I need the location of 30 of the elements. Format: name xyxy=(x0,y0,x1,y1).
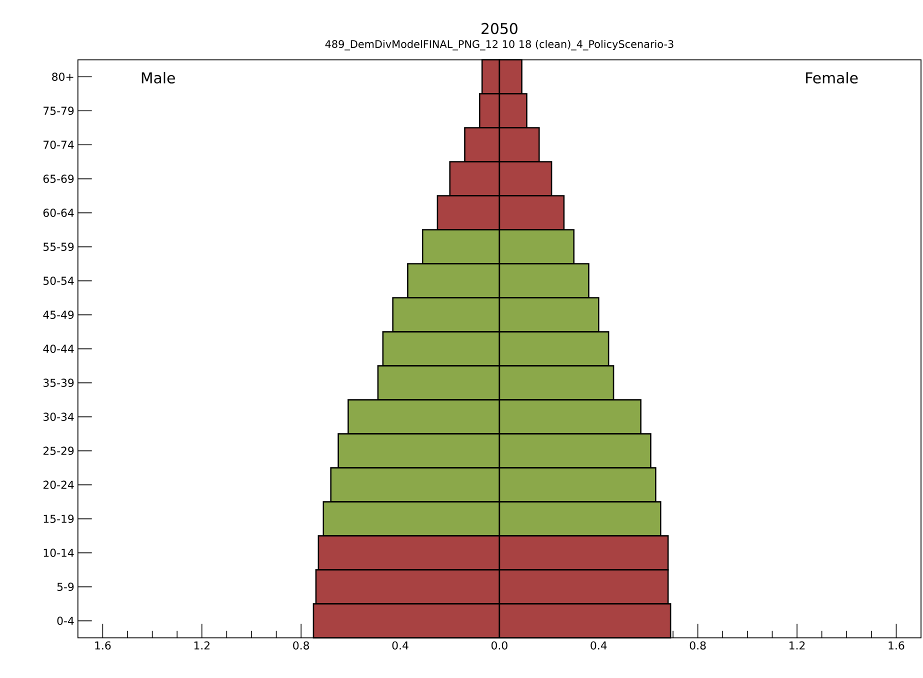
annotation: Female xyxy=(806,72,858,84)
y-tick-label: 10-14 xyxy=(44,548,74,558)
y-tick-label: 75-79 xyxy=(44,106,74,116)
y-tick-label: 30-34 xyxy=(43,412,74,422)
y-tick-label: 25-29 xyxy=(43,446,74,456)
x-tick-label: 0.4 xyxy=(392,641,408,650)
x-tick-label: 1.6 xyxy=(95,641,111,650)
y-tick-label: 5-9 xyxy=(57,582,74,592)
chart-subtitle: 489_DemDivModelFINAL_PNG_12 10 18 (clean)_4_PolicyScenario-3 xyxy=(325,40,674,50)
x-tick-label: 1.2 xyxy=(790,641,805,650)
y-tick-label: 40-44 xyxy=(43,344,74,354)
chart-title: 2050 xyxy=(482,23,518,34)
y-tick-label: 50-54 xyxy=(44,276,74,286)
y-tick-label: 55-59 xyxy=(44,242,74,252)
annotation: Male xyxy=(142,72,175,84)
y-tick-label: 80+ xyxy=(52,72,74,82)
y-tick-label: 35-39 xyxy=(43,378,74,388)
x-tick-label: 1.6 xyxy=(888,641,904,650)
y-tick-label: 20-24 xyxy=(43,480,74,490)
y-tick-label: 60-64 xyxy=(43,208,74,218)
y-tick-label: 15-19 xyxy=(44,514,74,524)
y-tick-label: 0-4 xyxy=(57,616,74,626)
x-tick-label: 0.4 xyxy=(590,641,607,650)
x-tick-label: 0.0 xyxy=(491,641,508,650)
x-tick-label: 1.2 xyxy=(194,641,210,650)
x-tick-label: 0.8 xyxy=(293,641,310,650)
y-tick-label: 70-74 xyxy=(44,140,74,150)
y-tick-label: 65-69 xyxy=(43,174,74,184)
y-tick-label: 45-49 xyxy=(43,310,74,320)
x-tick-label: 0.8 xyxy=(690,641,706,650)
